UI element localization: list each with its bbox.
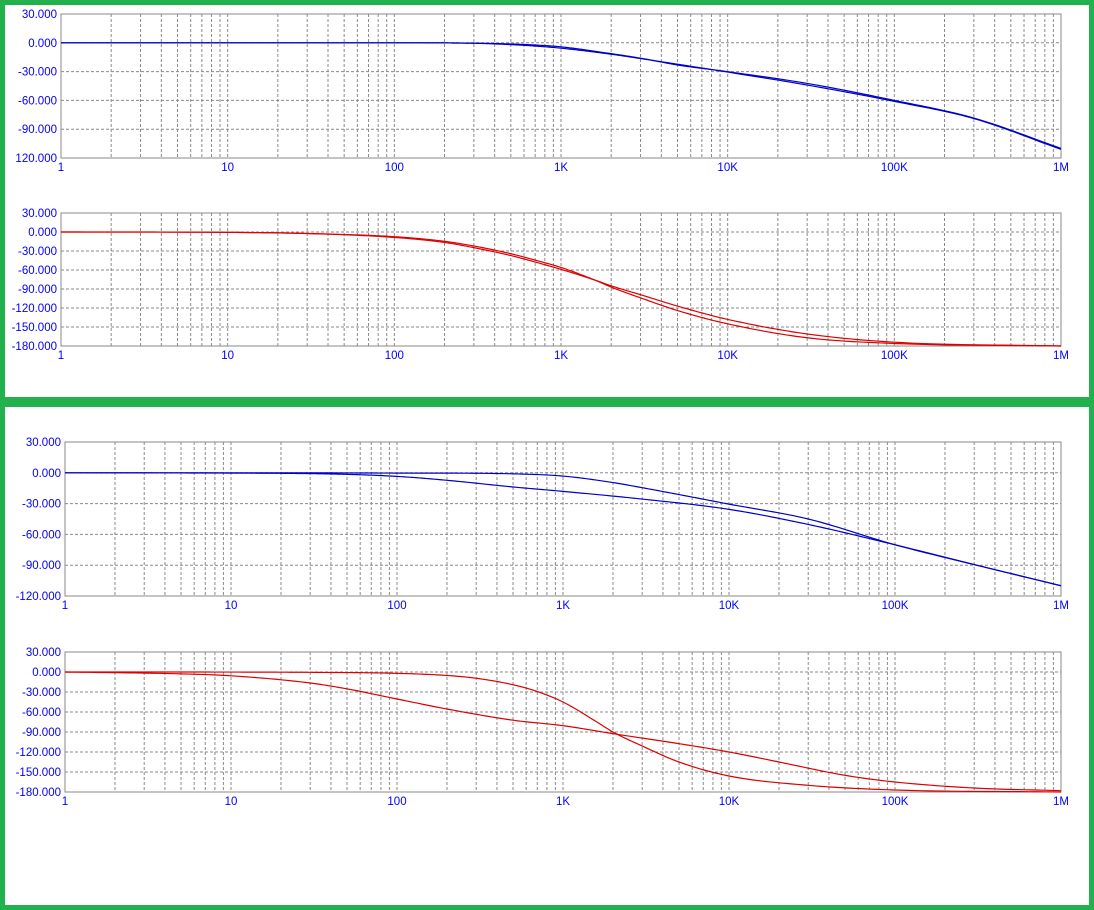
series-line-2 (61, 42, 1062, 150)
x-tick-label: 100K (881, 350, 908, 362)
x-tick-label: 1K (556, 600, 570, 612)
plot-frame (60, 212, 1062, 347)
y-tick-label: -30.000 (18, 246, 57, 258)
series-line-2 (64, 472, 1062, 587)
y-tick-label: -150.000 (16, 767, 61, 779)
plot-2: 30.000 0.000 -30.000 -60.000 -90.000 -120.000… (12, 208, 1069, 362)
x-tick-label: 100K (882, 600, 909, 612)
y-tick-label: -60.000 (18, 265, 57, 277)
y-tick-label: -60.000 (18, 95, 57, 107)
x-tick-label: 1M (1053, 600, 1069, 612)
y-tick-label: -30.000 (22, 499, 61, 511)
y-tick-label: -30.000 (18, 67, 57, 79)
x-tick-label: 1K (556, 796, 570, 808)
x-tick-label: 100 (385, 162, 404, 174)
x-tick-label: 10 (225, 796, 238, 808)
x-tick-label: 1M (1053, 162, 1069, 174)
y-tick-label: 0.000 (32, 468, 61, 480)
y-tick-label: 120.000 (15, 153, 57, 165)
y-tick-label: -60.000 (22, 529, 61, 541)
plot-1: 30.0000.000-30.000-60.000-90.000120.0001… (15, 9, 1069, 174)
y-tick-label: -180.000 (16, 787, 61, 799)
top-panel (0, 0, 1094, 402)
x-tick-label: 10K (717, 162, 738, 174)
x-tick-label: 1 (58, 350, 64, 362)
x-tick-label: 1 (58, 162, 64, 174)
x-tick-label: 10 (221, 350, 234, 362)
plot-frame (64, 651, 1062, 793)
plot-3: 30.000 0.000 -30.000 -60.000 -90.000 -120.000… (16, 437, 1069, 612)
y-tick-label: -90.000 (18, 284, 57, 296)
x-tick-label: 1M (1053, 796, 1069, 808)
plot-frame (60, 13, 1062, 159)
x-tick-label: 100 (385, 350, 404, 362)
x-tick-label: 1 (62, 796, 68, 808)
plot-4: 30.000 0.000 -30.000 -60.000 -90.000 -120.000… (16, 647, 1069, 808)
y-tick-label: 0.000 (32, 667, 61, 679)
y-tick-label: 30.000 (26, 647, 61, 659)
series-line-2 (64, 671, 1062, 792)
x-tick-label: 1K (554, 162, 568, 174)
y-tick-label: -30.000 (22, 687, 61, 699)
x-tick-label: 10 (221, 162, 234, 174)
x-tick-label: 10K (719, 796, 740, 808)
x-tick-label: 1K (554, 350, 568, 362)
x-tick-label: 10 (225, 600, 238, 612)
y-tick-label: -90.000 (18, 124, 57, 136)
x-tick-label: 100K (881, 162, 908, 174)
y-tick-label: -90.000 (22, 727, 61, 739)
x-tick-label: 1 (62, 600, 68, 612)
y-tick-label: 30.000 (22, 208, 57, 220)
plot-frame (64, 441, 1062, 597)
x-tick-label: 100 (387, 600, 406, 612)
y-tick-label: 0.000 (28, 227, 57, 239)
y-tick-label: -150.000 (12, 322, 57, 334)
y-tick-label: -120.000 (16, 591, 61, 603)
series-line-2 (60, 231, 1062, 347)
x-tick-label: 100K (882, 796, 909, 808)
bottom-panel (0, 402, 1094, 910)
y-tick-label: -180.000 (12, 341, 57, 353)
y-tick-label: -120.000 (16, 747, 61, 759)
y-tick-label: 30.000 (26, 437, 61, 449)
x-tick-label: 100 (387, 796, 406, 808)
y-tick-label: -120.000 (12, 303, 57, 315)
y-tick-label: -60.000 (22, 707, 61, 719)
series-line-1 (65, 671, 1062, 793)
y-tick-label: -90.000 (22, 560, 61, 572)
x-tick-label: 10K (717, 350, 738, 362)
x-tick-label: 1M (1053, 350, 1069, 362)
x-tick-label: 10K (719, 600, 740, 612)
y-tick-label: 0.000 (28, 38, 57, 50)
y-tick-label: 30.000 (22, 9, 57, 21)
